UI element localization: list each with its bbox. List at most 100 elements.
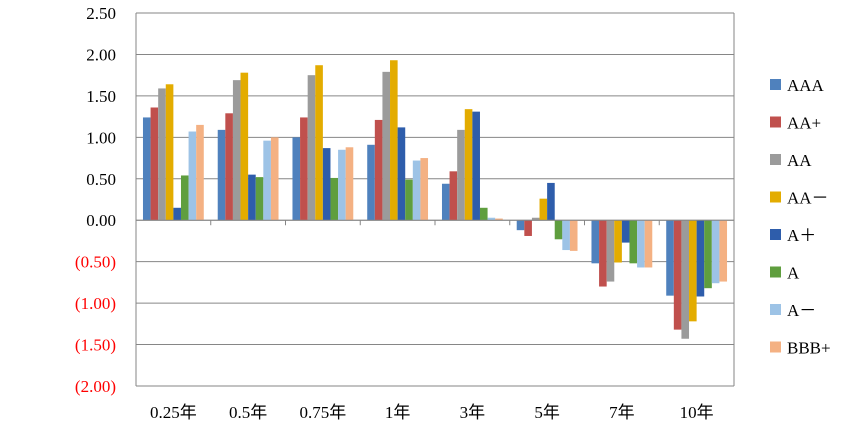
bar-AA－-1年 — [390, 60, 398, 221]
bar-A-7年 — [629, 220, 638, 264]
bars — [142, 60, 728, 339]
legend-label: AA－ — [787, 189, 829, 208]
x-tick-label: 0.75年 — [300, 403, 347, 422]
legend-label: AA — [787, 151, 812, 170]
x-tick-label: 3年 — [460, 403, 486, 422]
y-tick-label: (2.00) — [75, 377, 116, 396]
bar-AAA-5年 — [516, 220, 525, 231]
legend-label: BBB+ — [787, 339, 831, 358]
bar-A-1年 — [405, 179, 413, 221]
bar-AAA-7年 — [591, 220, 600, 264]
legend-swatch — [770, 341, 781, 353]
y-tick-label: (0.50) — [75, 253, 116, 272]
bar-AA－-10年 — [689, 220, 697, 322]
bar-AA－-0.5年 — [240, 72, 249, 221]
bar-AA+-0.25年 — [150, 107, 159, 221]
y-tick-label: 2.00 — [86, 45, 116, 64]
bar-A－-0.75年 — [338, 149, 346, 221]
bar-A＋-3年 — [472, 111, 480, 221]
y-tick-label: 2.50 — [86, 4, 116, 23]
legend-swatch — [770, 79, 781, 90]
bar-AA－-7年 — [614, 220, 622, 263]
y-tick-label: (1.00) — [75, 294, 116, 313]
bar-A-3年 — [479, 207, 488, 221]
bar-BBB+-10年 — [719, 220, 728, 282]
bar-AAA-10年 — [666, 220, 674, 296]
bar-AA－-5年 — [539, 198, 548, 221]
bar-AA-10年 — [681, 220, 690, 339]
x-tick-label: 0.25年 — [150, 403, 197, 422]
legend-swatch — [770, 266, 781, 278]
bar-AA+-7年 — [599, 220, 607, 287]
bar-AA+-0.5年 — [225, 113, 233, 221]
bar-A－-0.25年 — [188, 131, 197, 221]
bar-AA+-0.75年 — [300, 117, 308, 221]
x-tick-label: 7年 — [609, 403, 635, 422]
bar-A＋-5年 — [547, 182, 555, 221]
bar-AA+-3年 — [449, 171, 458, 221]
bar-AAA-0.25年 — [142, 117, 151, 221]
bar-BBB+-1年 — [420, 158, 429, 221]
x-tick-label: 10年 — [680, 403, 714, 422]
legend-swatch — [770, 116, 781, 128]
bar-AA－-0.25年 — [165, 84, 174, 221]
y-tick-label: 0.00 — [86, 211, 116, 230]
bar-AAA-0.5年 — [217, 129, 226, 221]
bar-BBB+-0.5年 — [270, 137, 279, 221]
bar-A＋-10年 — [696, 220, 705, 297]
bar-AA-0.5年 — [232, 80, 241, 221]
bar-AAA-1年 — [367, 144, 375, 221]
bar-AA+-5年 — [524, 220, 532, 236]
y-tick-label: 1.50 — [86, 87, 116, 106]
bar-A＋-0.75年 — [322, 148, 331, 221]
bar-AA－-0.75年 — [315, 65, 323, 221]
bar-AA-7年 — [606, 220, 615, 282]
bar-AA-1年 — [382, 71, 391, 221]
legend-label: AA+ — [787, 114, 821, 133]
bar-A-5年 — [554, 220, 563, 240]
bar-AA－-3年 — [464, 109, 473, 221]
legend-swatch — [770, 191, 781, 203]
bar-BBB+-0.25年 — [196, 124, 204, 221]
bar-BBB+-3年 — [495, 218, 503, 221]
bar-A－-3年 — [487, 217, 496, 221]
y-tick-labels: 2.50 2.00 1.50 1.00 0.50 0.00 (0.50) (1.00) (1.5… — [75, 4, 116, 396]
bar-A－-10年 — [711, 220, 720, 284]
bar-BBB+-7年 — [644, 220, 653, 268]
bar-A-0.25年 — [180, 175, 189, 221]
bar-A-0.5年 — [255, 177, 264, 221]
bar-A－-5年 — [562, 220, 570, 251]
y-tick-label: 1.00 — [86, 128, 116, 147]
bar-AA+-1年 — [374, 119, 383, 221]
legend-label: A－ — [787, 301, 816, 320]
legend-swatch — [770, 304, 781, 315]
bar-AAA-3年 — [441, 183, 450, 221]
bar-A＋-0.25年 — [173, 207, 181, 221]
bar-AAA-0.75年 — [292, 137, 301, 221]
bar-AA-0.25年 — [158, 88, 166, 221]
bar-A－-0.5年 — [263, 140, 271, 221]
bar-A＋-7年 — [621, 220, 630, 243]
bar-A＋-1年 — [397, 127, 406, 221]
bar-A＋-0.5年 — [248, 174, 256, 221]
bar-A-10年 — [704, 220, 712, 289]
legend-label: A — [787, 264, 800, 283]
x-tick-label: 5年 — [534, 403, 560, 422]
y-tick-label: 0.50 — [86, 170, 116, 189]
legend-label: AAA — [787, 76, 825, 95]
bar-AA+-10年 — [673, 220, 682, 330]
bar-A－-7年 — [637, 220, 645, 268]
x-tick-label: 0.5年 — [229, 403, 267, 422]
bar-BBB+-0.75年 — [345, 147, 354, 221]
bar-AA-5年 — [531, 217, 540, 221]
bar-BBB+-5年 — [569, 220, 578, 251]
bar-AA-3年 — [457, 129, 465, 221]
legend-swatch — [770, 229, 781, 240]
axes — [135, 13, 735, 386]
x-tick-label: 1年 — [385, 403, 411, 422]
x-tick-labels: 0.25年 0.5年 0.75年 1年 3年 5年 7年 10年 — [150, 403, 714, 422]
y-tick-label: (1.50) — [75, 336, 116, 355]
bar-AA-0.75年 — [307, 75, 316, 221]
